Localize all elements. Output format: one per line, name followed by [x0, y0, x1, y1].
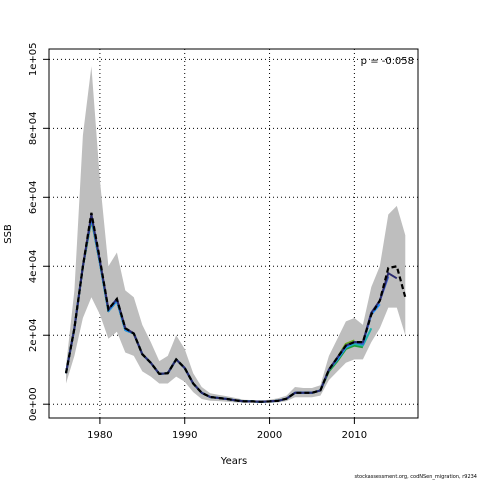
- x-tick-label-3: 2010: [342, 430, 367, 441]
- x-tick-label-0: 1980: [87, 430, 112, 441]
- series-lines: [64, 212, 407, 403]
- x-axis-title: Years: [220, 456, 247, 467]
- source-credit: stockassessment.org, codNSen_migration, …: [354, 474, 477, 480]
- y-axis: 0e+00 2e+04 4e+04 6e+04 8e+04 1e+05: [28, 42, 49, 421]
- x-tick-label-1: 1990: [172, 430, 197, 441]
- x-axis: 1980 1990 2000 2010: [87, 418, 367, 441]
- y-axis-title: SSB: [3, 224, 14, 244]
- confidence-band: [66, 66, 406, 403]
- y-tick-label-0: 0e+00: [28, 387, 39, 421]
- series-line-0: [64, 212, 407, 403]
- y-tick-label-1: 2e+04: [28, 318, 39, 352]
- y-tick-label-3: 6e+04: [28, 180, 39, 214]
- y-tick-label-4: 8e+04: [28, 111, 39, 145]
- rho-annotation: ρ = -0.058: [361, 56, 414, 67]
- plot-frame: [48, 48, 419, 419]
- x-tick-label-2: 2000: [257, 430, 282, 441]
- y-tick-label-5: 1e+05: [28, 42, 39, 76]
- y-tick-label-2: 4e+04: [28, 249, 39, 283]
